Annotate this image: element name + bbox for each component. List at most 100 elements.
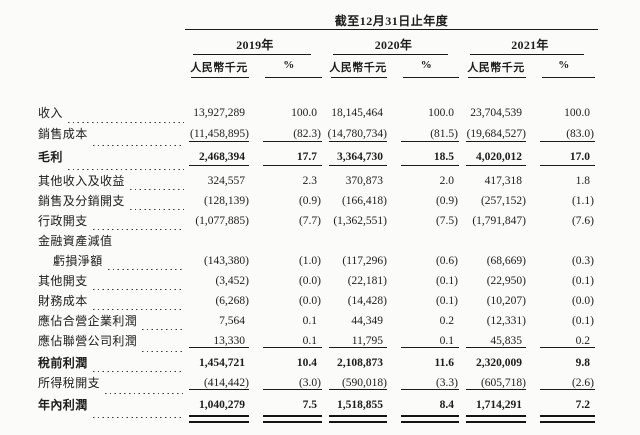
row-label: 行政開支 bbox=[38, 214, 88, 228]
row-label: 收入 bbox=[38, 106, 63, 120]
percent-cell-2021: (0.1) bbox=[571, 315, 594, 327]
dotted-leader bbox=[92, 144, 184, 146]
row-label-cell: 其他收入及收益 bbox=[35, 174, 185, 192]
percent-cell-2019: 0.1 bbox=[253, 334, 325, 354]
amount-cell-2019: (128,139) bbox=[203, 195, 249, 207]
percent-cell-2020: 11.6 bbox=[434, 357, 455, 369]
table-row: 年內利潤 1,040,279 7.5 1,518,855 8.4 1,714,2… bbox=[35, 396, 598, 423]
amount-cell-2020: 3,364,730 bbox=[325, 150, 391, 172]
row-label-cell: 金融資產減值 bbox=[35, 234, 185, 252]
year-header-spacer bbox=[35, 36, 185, 55]
percent-cell-2021: (0.3) bbox=[571, 255, 594, 267]
row-label-cell: 財務成本 bbox=[35, 294, 185, 312]
table-row: 應佔合營企業利潤 7,564 0.1 44,349 0.2 (12,331) (… bbox=[35, 312, 598, 332]
amount-cell-2019: 2,468,394 bbox=[185, 150, 253, 172]
amount-cell-2021: 417,318 bbox=[484, 175, 522, 187]
row-label-cell: 銷售及分銷開支 bbox=[35, 194, 185, 212]
percent-cell-2020: (0.1) bbox=[435, 295, 458, 307]
amount-cell-2019: 324,557 bbox=[207, 175, 245, 187]
percent-cell-2020: (0.1) bbox=[435, 275, 458, 287]
amount-cell-2021: (68,669) bbox=[486, 255, 526, 267]
amount-cell-2021: (12,331) bbox=[486, 315, 526, 327]
row-label: 年內利潤 bbox=[38, 398, 88, 412]
amount-cell-2020: 44,349 bbox=[351, 315, 383, 327]
percent-cell-2020: 100.0 bbox=[428, 107, 454, 119]
year-header-row: 2019年 2020年 2021年 bbox=[35, 36, 598, 55]
dotted-leader bbox=[142, 328, 184, 330]
row-label-cell: 應佔合營企業利潤 bbox=[35, 314, 185, 332]
row-label-cell: 虧損淨額 bbox=[35, 254, 185, 272]
amount-column-header-2020: 人民幣千元 bbox=[325, 59, 391, 78]
percent-cell-2020: (7.5) bbox=[435, 215, 458, 227]
percent-cell-2019: 10.4 bbox=[296, 357, 317, 369]
dotted-leader bbox=[67, 121, 184, 123]
percent-cell-2021: (7.6) bbox=[571, 215, 594, 227]
amount-cell-2019: (414,442) bbox=[185, 376, 253, 396]
amount-cell-2021 bbox=[462, 234, 530, 252]
percent-cell-2019: (3.0) bbox=[253, 376, 325, 396]
amount-cell-2020: (14,428) bbox=[347, 295, 387, 307]
period-header: 截至12月31日止年度 bbox=[334, 14, 449, 28]
dotted-leader bbox=[92, 370, 184, 372]
amount-cell-2020: 1,518,855 bbox=[325, 398, 391, 423]
amount-cell-2020: 2,108,873 bbox=[337, 357, 383, 369]
row-label: 應佔聯營公司利潤 bbox=[38, 334, 138, 348]
table-row: 收入 13,927,289 100.0 18,145,464 100.0 23,… bbox=[35, 104, 598, 125]
amount-cell-2020 bbox=[325, 234, 391, 252]
row-label: 虧損淨額 bbox=[53, 254, 103, 268]
amount-cell-2020: (14,780,734) bbox=[325, 127, 391, 148]
income-statement-table: 截至12月31日止年度 2019年 2020年 2021年 人民幣千元 % 人民… bbox=[35, 8, 598, 428]
row-label: 金融資產減值 bbox=[38, 234, 113, 248]
percent-cell-2019: (7.7) bbox=[298, 215, 321, 227]
percent-cell-2021: (2.6) bbox=[530, 376, 598, 396]
table-row: 虧損淨額 (143,380) (1.0) (117,296) (0.6) (68… bbox=[35, 252, 598, 272]
percent-cell-2020: 0.1 bbox=[391, 334, 462, 354]
amount-cell-2021: 1,714,291 bbox=[462, 398, 530, 423]
column-header-spacer bbox=[35, 59, 185, 78]
table-row: 毛利 2,468,394 17.7 3,364,730 18.5 4,020,0… bbox=[35, 148, 598, 172]
row-label-cell: 銷售成本 bbox=[35, 127, 185, 148]
row-label-cell: 稅前利潤 bbox=[35, 356, 185, 374]
amount-cell-2019: (143,380) bbox=[203, 255, 249, 267]
amount-cell-2020: (117,296) bbox=[342, 255, 387, 267]
percent-column-header-2020: % bbox=[391, 59, 462, 78]
percent-cell-2021: 17.0 bbox=[530, 150, 598, 172]
amount-cell-2021: (605,718) bbox=[462, 376, 530, 396]
amount-cell-2019: 1,454,721 bbox=[199, 357, 245, 369]
percent-cell-2019: 100.0 bbox=[291, 107, 317, 119]
amount-cell-2019: 1,040,279 bbox=[185, 398, 253, 423]
percent-cell-2021: 0.2 bbox=[530, 334, 598, 354]
percent-cell-2019: 2.3 bbox=[302, 175, 317, 187]
percent-cell-2020: 8.4 bbox=[391, 398, 462, 423]
percent-cell-2021: 7.2 bbox=[530, 398, 598, 423]
amount-cell-2019: (11,458,895) bbox=[185, 127, 253, 148]
table-row: 其他收入及收益 324,557 2.3 370,873 2.0 417,318 … bbox=[35, 172, 598, 192]
amount-cell-2021: 2,320,009 bbox=[476, 357, 522, 369]
row-label-cell: 毛利 bbox=[35, 150, 185, 172]
dotted-leader bbox=[67, 168, 184, 170]
row-label: 銷售成本 bbox=[38, 127, 88, 141]
percent-column-header-2021: % bbox=[530, 59, 598, 78]
amount-cell-2020: 370,873 bbox=[345, 175, 383, 187]
percent-cell-2021: 9.8 bbox=[575, 357, 590, 369]
amount-cell-2021: (1,791,847) bbox=[472, 215, 526, 227]
row-label-cell: 行政開支 bbox=[35, 214, 185, 232]
percent-cell-2021: (1.1) bbox=[571, 195, 594, 207]
row-label: 財務成本 bbox=[38, 294, 88, 308]
percent-cell-2021: 1.8 bbox=[575, 175, 590, 187]
percent-cell-2020: 18.5 bbox=[391, 150, 462, 172]
amount-cell-2019: 13,927,289 bbox=[193, 107, 245, 119]
row-label: 銷售及分銷開支 bbox=[38, 194, 125, 208]
percent-cell-2019: (0.9) bbox=[298, 195, 321, 207]
row-label-cell: 年內利潤 bbox=[35, 398, 185, 420]
amount-cell-2020: (1,362,551) bbox=[333, 215, 387, 227]
dotted-leader bbox=[142, 350, 184, 352]
amount-column-header-2019: 人民幣千元 bbox=[185, 59, 253, 78]
row-label: 稅前利潤 bbox=[38, 356, 88, 370]
row-label-cell: 其他開支 bbox=[35, 274, 185, 292]
row-label-cell: 收入 bbox=[35, 106, 185, 125]
percent-cell-2021: (0.0) bbox=[571, 295, 594, 307]
percent-cell-2021: (83.0) bbox=[530, 127, 598, 148]
amount-cell-2019: (3,452) bbox=[215, 275, 249, 287]
table-row: 其他開支 (3,452) (0.0) (22,181) (0.1) (22,95… bbox=[35, 272, 598, 292]
